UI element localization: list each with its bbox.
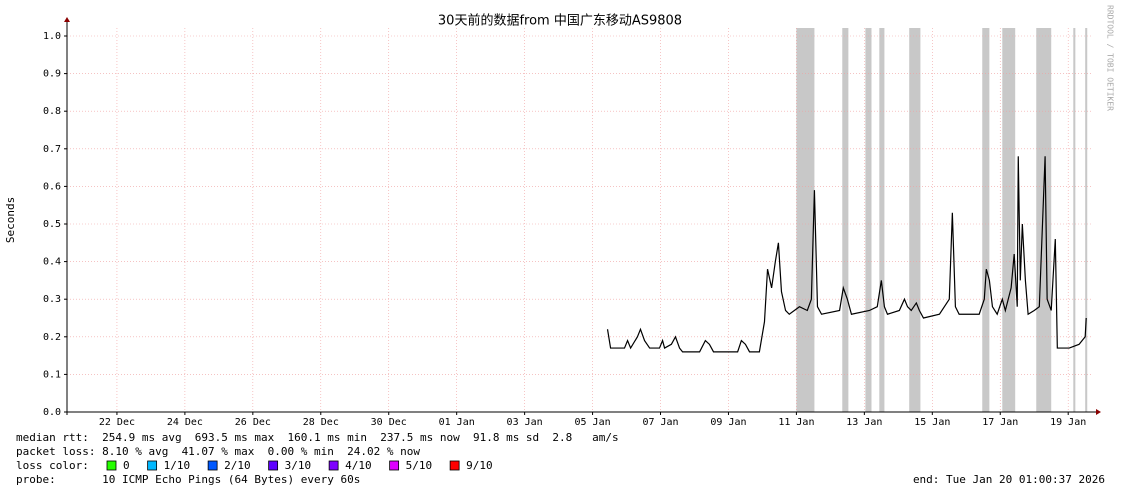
x-tick-label: 01 Jan (439, 417, 475, 428)
y-tick-label: 0.4 (43, 257, 61, 268)
loss-band (1002, 28, 1016, 412)
chart-title: 30天前的数据from 中国广东移动AS9808 (438, 13, 682, 29)
x-tick-label: 11 Jan (778, 417, 814, 428)
legend-label: 5/10 (406, 459, 433, 472)
x-tick-label: 24 Dec (167, 417, 203, 428)
x-tick-label: 07 Jan (642, 417, 678, 428)
legend-swatch (389, 460, 400, 471)
loss-color-label: loss color: (16, 459, 89, 472)
legend-swatch (207, 460, 218, 471)
loss-band (1036, 28, 1052, 412)
x-tick-label: 03 Jan (507, 417, 543, 428)
y-tick-label: 0.3 (43, 294, 61, 305)
legend-swatch (106, 460, 117, 471)
loss-band (982, 28, 990, 412)
stats-line: median rtt: 254.9 ms avg 693.5 ms max 16… (16, 431, 619, 444)
y-tick-label: 0.5 (43, 219, 61, 230)
y-tick-label: 0.6 (43, 181, 61, 192)
y-tick-label: 0.2 (43, 332, 61, 343)
x-tick-label: 09 Jan (710, 417, 746, 428)
stats-line: packet loss: 8.10 % avg 41.07 % max 0.00… (16, 445, 420, 458)
loss-band (909, 28, 921, 412)
y-axis-label: Seconds (4, 197, 17, 243)
legend-label: 3/10 (285, 459, 312, 472)
y-tick-label: 0.1 (43, 369, 61, 380)
loss-band (879, 28, 885, 412)
median-line (606, 156, 1087, 353)
legend-swatch (449, 460, 460, 471)
y-tick-label: 0.9 (43, 69, 61, 80)
x-tick-label: 28 Dec (303, 417, 339, 428)
legend-label: 9/10 (466, 459, 493, 472)
y-tick-label: 1.0 (43, 31, 61, 42)
axis-arrow (1096, 409, 1101, 415)
legend-swatch (328, 460, 339, 471)
loss-band (1085, 28, 1088, 412)
loss-band (796, 28, 815, 412)
legend-label: 0 (123, 459, 130, 472)
legend-label: 2/10 (224, 459, 251, 472)
x-tick-label: 15 Jan (914, 417, 950, 428)
legend-label: 4/10 (345, 459, 372, 472)
legend-swatch (147, 460, 158, 471)
x-tick-label: 17 Jan (982, 417, 1018, 428)
x-tick-label: 26 Dec (235, 417, 271, 428)
y-tick-label: 0.7 (43, 144, 61, 155)
y-tick-label: 0.8 (43, 106, 61, 117)
loss-band (865, 28, 872, 412)
legend-swatch (268, 460, 279, 471)
x-tick-label: 05 Jan (575, 417, 611, 428)
probe: probe: 10 ICMP Echo Pings (64 Bytes) eve… (16, 473, 360, 486)
loss-band (1073, 28, 1076, 412)
x-tick-label: 30 Dec (371, 417, 407, 428)
x-tick-label: 19 Jan (1050, 417, 1086, 428)
x-tick-label: 22 Dec (99, 417, 135, 428)
x-tick-label: 13 Jan (846, 417, 882, 428)
y-tick-label: 0.0 (43, 407, 61, 418)
loss-band (842, 28, 849, 412)
watermark: RRDTOOL / TOBI OETIKER (1106, 5, 1115, 111)
legend-label: 1/10 (164, 459, 191, 472)
axis-arrow (64, 17, 70, 22)
end-time: end: Tue Jan 20 01:00:37 2026 (913, 473, 1105, 486)
